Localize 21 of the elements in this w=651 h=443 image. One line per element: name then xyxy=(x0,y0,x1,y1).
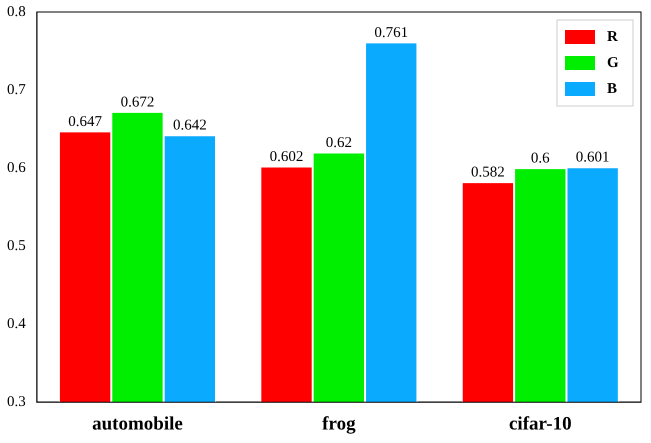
y-tick-label: 0.4 xyxy=(7,316,26,332)
data-label: 0.62 xyxy=(326,134,352,151)
data-label: 0.647 xyxy=(68,114,102,130)
data-label: 0.6 xyxy=(530,150,550,167)
y-tick-label: 0.5 xyxy=(7,238,26,254)
data-label: 0.672 xyxy=(120,94,154,110)
data-label: 0.642 xyxy=(172,118,207,134)
x-tick-label: automobile xyxy=(92,414,183,435)
legend-label: G xyxy=(607,54,619,71)
y-tick-label: 0.6 xyxy=(7,160,26,176)
x-tick-label: cifar-10 xyxy=(508,414,572,435)
data-label: 0.601 xyxy=(576,150,610,166)
y-tick-label: 0.3 xyxy=(7,394,26,410)
y-tick-label: 0.8 xyxy=(7,4,26,20)
legend-label: B xyxy=(607,80,618,97)
data-label: 0.602 xyxy=(270,148,304,165)
y-tick-label: 0.7 xyxy=(7,82,26,98)
data-label: 0.582 xyxy=(471,164,505,181)
data-label: 0.761 xyxy=(374,24,408,41)
legend-label: R xyxy=(607,28,618,45)
x-tick-label: frog xyxy=(322,414,356,435)
